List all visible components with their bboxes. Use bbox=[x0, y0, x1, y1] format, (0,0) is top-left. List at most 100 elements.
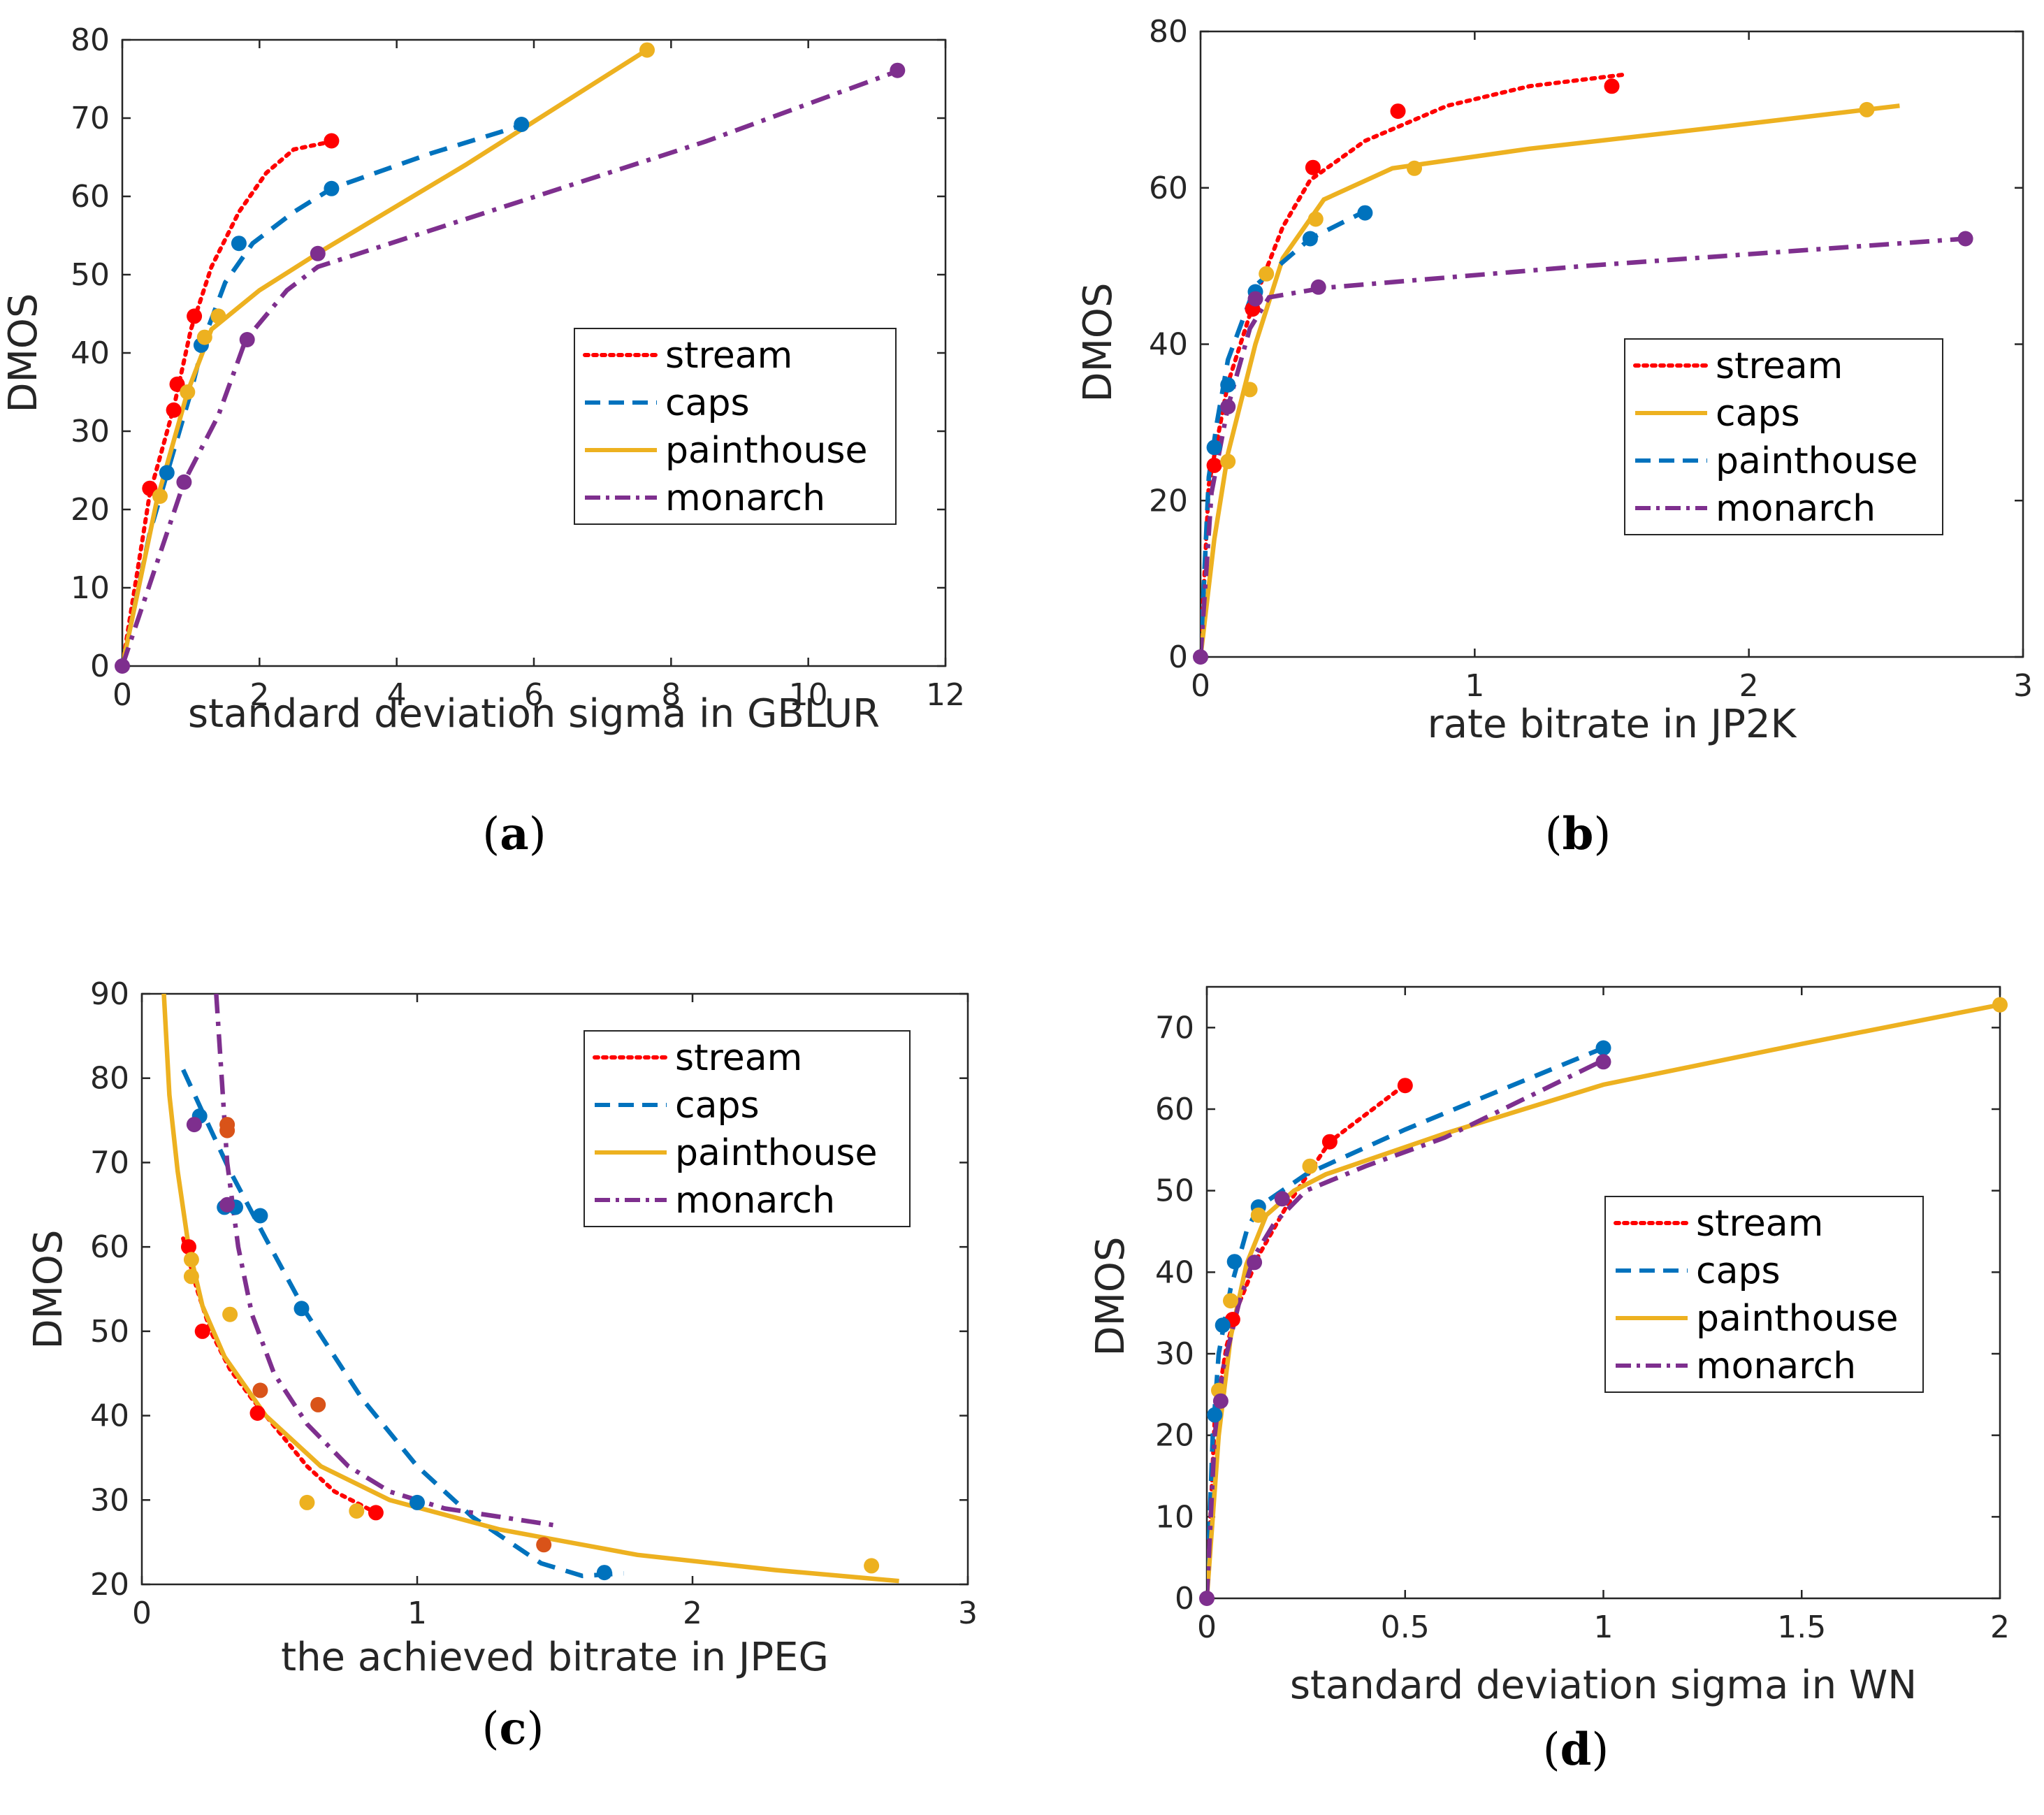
data-point-monarch bbox=[239, 332, 255, 347]
legend-label-stream: stream bbox=[675, 1037, 802, 1079]
y-tick-label: 60 bbox=[71, 179, 110, 215]
y-tick-label: 70 bbox=[90, 1145, 129, 1180]
caption-paren-open: ( bbox=[1545, 809, 1563, 860]
y-tick-label: 40 bbox=[1155, 1254, 1194, 1290]
y-tick-label: 50 bbox=[90, 1314, 129, 1350]
y-tick-label: 20 bbox=[1149, 483, 1188, 519]
x-tick-label: 2 bbox=[683, 1596, 702, 1631]
x-tick-label: 0 bbox=[113, 677, 132, 713]
y-tick-label: 20 bbox=[1155, 1418, 1194, 1454]
data-point-caps bbox=[1215, 1317, 1231, 1333]
data-point-monarch bbox=[1274, 1191, 1290, 1207]
data-point-caps bbox=[1595, 1040, 1611, 1056]
y-tick-label: 90 bbox=[90, 976, 129, 1012]
x-tick-label: 0.5 bbox=[1381, 1610, 1430, 1645]
legend-label-stream: stream bbox=[665, 335, 792, 377]
caption-paren-open: ( bbox=[482, 1703, 500, 1755]
data-point-caps bbox=[1859, 101, 1875, 117]
series-line-monarch bbox=[122, 68, 899, 666]
data-point-caps bbox=[409, 1494, 425, 1510]
data-point-painthouse bbox=[639, 42, 655, 58]
data-point-stream bbox=[1305, 159, 1321, 175]
y-tick-label: 20 bbox=[71, 492, 110, 528]
data-point-monarch bbox=[1247, 1254, 1263, 1271]
data-point-painthouse bbox=[1302, 1158, 1318, 1174]
data-point-monarch bbox=[186, 1117, 202, 1133]
y-axis-label: DMOS bbox=[1, 293, 46, 412]
caption-paren-open: ( bbox=[482, 809, 500, 860]
y-tick-label: 70 bbox=[1155, 1010, 1194, 1046]
legend: stream caps painthouse monarch bbox=[574, 328, 897, 525]
data-point-caps bbox=[596, 1565, 612, 1581]
y-tick-label: 0 bbox=[90, 649, 110, 684]
caption-paren-close: ) bbox=[529, 809, 546, 860]
series-line-stream bbox=[122, 139, 334, 666]
data-point-stream bbox=[324, 133, 340, 149]
x-tick-label: 3 bbox=[2013, 668, 2033, 704]
legend: stream caps painthouse monarch bbox=[1604, 1196, 1924, 1393]
data-point-caps bbox=[1307, 211, 1324, 227]
data-point-painthouse bbox=[1223, 1293, 1238, 1309]
y-tick-label: 40 bbox=[71, 335, 110, 371]
data-point-monarch bbox=[1595, 1054, 1611, 1070]
legend-box bbox=[574, 328, 897, 525]
series-line-caps bbox=[122, 124, 521, 666]
data-point-stream bbox=[181, 1239, 196, 1255]
series-line-monarch bbox=[1207, 1058, 1604, 1598]
chart-panel-a: 0 2 4 6 8 10 12 0 10 20 30 40 50 60 70 80 standard devia… bbox=[1, 22, 965, 860]
y-tick-label: 70 bbox=[71, 101, 110, 136]
legend-label-caps: caps bbox=[1696, 1250, 1781, 1292]
data-point-stream bbox=[1397, 1078, 1413, 1094]
chart-panel-c: 0 1 2 3 20 30 40 50 60 70 80 90 the achieved bitrate… bbox=[26, 976, 978, 1755]
caption-letter: b bbox=[1563, 808, 1594, 860]
y-tick-label: 60 bbox=[1155, 1092, 1194, 1127]
legend: stream caps painthouse monarch bbox=[1624, 338, 1943, 535]
data-point-painthouse bbox=[183, 1252, 199, 1268]
data-point-monarch bbox=[1212, 1393, 1228, 1409]
data-point-painthouse bbox=[349, 1503, 365, 1519]
data-point-caps bbox=[1220, 454, 1236, 470]
legend-label-painthouse: painthouse bbox=[1696, 1298, 1898, 1340]
y-tick-label: 0 bbox=[1175, 1581, 1194, 1617]
x-tick-label: 0 bbox=[1197, 1610, 1217, 1645]
y-axis-label: DMOS bbox=[26, 1229, 71, 1349]
legend-label-caps: caps bbox=[1716, 393, 1800, 435]
data-point-painthouse bbox=[152, 489, 168, 504]
data-point-stream bbox=[187, 308, 203, 324]
y-axis-label: DMOS bbox=[1088, 1236, 1133, 1356]
data-point-painthouse bbox=[180, 384, 196, 400]
data-point-caps bbox=[1242, 382, 1258, 398]
data-point-caps bbox=[324, 180, 340, 196]
legend-box bbox=[1624, 338, 1943, 535]
y-tick-label: 80 bbox=[90, 1061, 129, 1097]
data-point-caps bbox=[1226, 1254, 1242, 1270]
y-tick-label: 30 bbox=[90, 1482, 129, 1518]
data-point-caps bbox=[252, 1208, 268, 1224]
legend-label-painthouse: painthouse bbox=[1716, 440, 1918, 482]
caption-paren-close: ) bbox=[1593, 809, 1611, 860]
data-point-painthouse bbox=[1357, 205, 1373, 221]
y-tick-label: 40 bbox=[90, 1398, 129, 1434]
y-tick-label: 80 bbox=[71, 22, 110, 58]
panel-caption: (b) bbox=[1545, 808, 1611, 860]
y-tick-label: 10 bbox=[71, 570, 110, 606]
data-point-stream bbox=[1390, 103, 1406, 120]
data-point-caps bbox=[1407, 160, 1422, 176]
data-point-extra bbox=[310, 1396, 326, 1412]
y-tick-label: 80 bbox=[1149, 14, 1188, 50]
data-point-stream bbox=[1604, 78, 1620, 94]
data-point-stream bbox=[368, 1505, 384, 1521]
data-point-extra bbox=[536, 1537, 552, 1553]
series-line-painthouse bbox=[1207, 1002, 2000, 1598]
x-axis-label: the achieved bitrate in JPEG bbox=[281, 1635, 829, 1680]
x-tick-label: 3 bbox=[958, 1596, 978, 1631]
x-tick-label: 2 bbox=[249, 677, 269, 713]
data-point-painthouse bbox=[222, 1306, 238, 1322]
legend-label-monarch: monarch bbox=[1716, 488, 1876, 530]
y-axis-label: DMOS bbox=[1075, 282, 1121, 402]
data-point-monarch bbox=[1310, 279, 1326, 295]
data-point-painthouse bbox=[1206, 440, 1222, 456]
data-point-monarch bbox=[219, 1196, 235, 1213]
data-point-monarch bbox=[1247, 291, 1263, 307]
